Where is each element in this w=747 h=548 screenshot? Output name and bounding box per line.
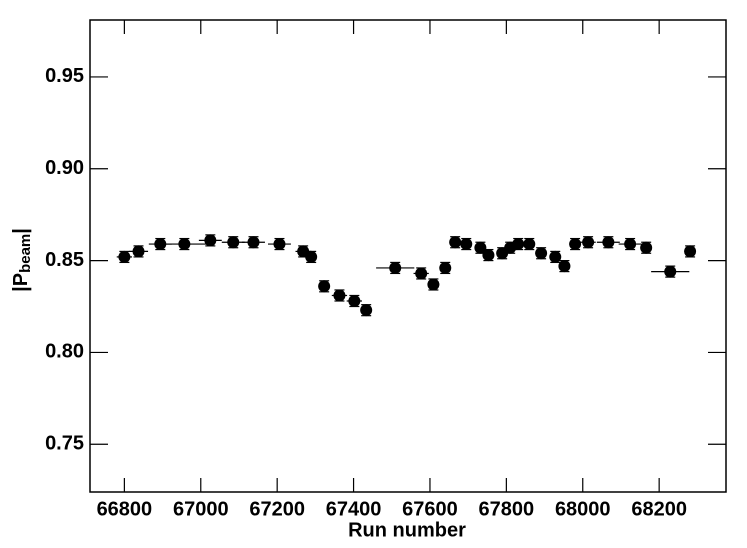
point (482, 249, 495, 262)
y-tick-label: 0.75 (45, 433, 84, 455)
y-tick-label: 0.85 (45, 249, 84, 271)
point (154, 238, 167, 251)
y-tick-label: 0.80 (45, 341, 84, 363)
plot-frame (89, 19, 727, 493)
point (684, 245, 697, 258)
point (318, 280, 331, 293)
x-tick-label: 68200 (631, 498, 687, 520)
point (305, 250, 318, 263)
y-label-sub: beam (17, 234, 34, 273)
y-tick-label: 0.95 (45, 65, 84, 87)
x-tick-label: 67800 (479, 498, 535, 520)
point (449, 236, 462, 249)
point (273, 238, 286, 251)
point (427, 278, 440, 291)
x-tick-label: 68000 (555, 498, 611, 520)
point (474, 241, 487, 254)
point (389, 261, 402, 274)
point (602, 236, 615, 249)
x-tick-label: 67000 (173, 498, 229, 520)
point (549, 250, 562, 263)
point (569, 238, 582, 251)
point (523, 238, 536, 251)
point (535, 247, 548, 260)
y-label-end: | (10, 228, 32, 234)
point (333, 289, 346, 302)
x-tick-label: 67200 (249, 498, 305, 520)
point (415, 267, 428, 280)
point (664, 265, 677, 278)
x-axis-label: Run number (348, 519, 466, 541)
point (227, 236, 240, 249)
point (360, 304, 373, 317)
point (582, 236, 595, 249)
point (624, 238, 637, 251)
point (118, 250, 131, 263)
x-tick-label: 66800 (97, 498, 153, 520)
point (132, 245, 145, 258)
point (640, 241, 653, 254)
point (558, 260, 571, 273)
point (204, 234, 217, 247)
point (348, 294, 361, 307)
point (178, 238, 191, 251)
point (439, 261, 452, 274)
y-tick-label: 0.90 (45, 157, 84, 179)
point (247, 236, 260, 249)
y-label-main: |P (10, 273, 32, 292)
point (512, 238, 525, 251)
y-axis-label: |Pbeam| (10, 228, 34, 292)
x-tick-label: 67600 (402, 498, 458, 520)
x-tick-label: 67400 (326, 498, 382, 520)
point (460, 238, 473, 251)
